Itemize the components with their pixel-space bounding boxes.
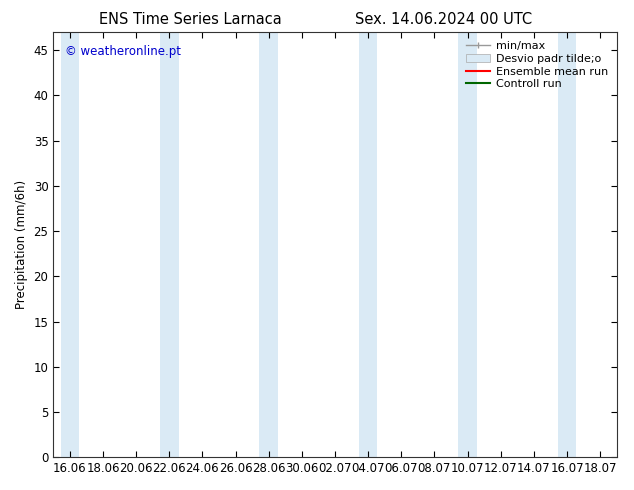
Text: © weatheronline.pt: © weatheronline.pt [65, 45, 181, 58]
Bar [458, 32, 477, 457]
Legend: min/max, Desvio padr tilde;o, Ensemble mean run, Controll run: min/max, Desvio padr tilde;o, Ensemble m… [462, 38, 611, 93]
Bar [61, 32, 79, 457]
Y-axis label: Precipitation (mm/6h): Precipitation (mm/6h) [15, 180, 28, 309]
Text: Sex. 14.06.2024 00 UTC: Sex. 14.06.2024 00 UTC [355, 12, 533, 27]
Bar [160, 32, 179, 457]
Bar [259, 32, 278, 457]
Bar [359, 32, 377, 457]
Bar [558, 32, 576, 457]
Text: ENS Time Series Larnaca: ENS Time Series Larnaca [99, 12, 281, 27]
